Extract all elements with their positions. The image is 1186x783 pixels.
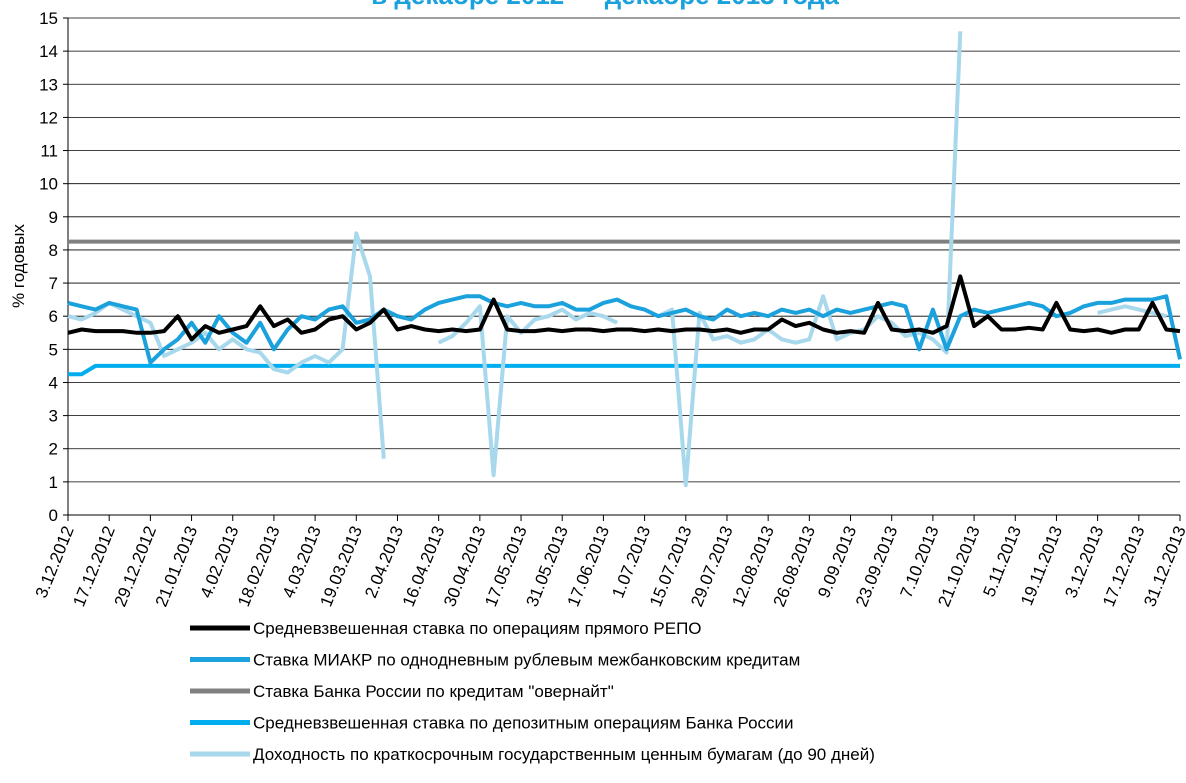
x-tick-label: 30.04.2013: [440, 523, 489, 609]
x-tick-label: 2.04.2013: [361, 523, 407, 600]
x-tick-label: 3.12.2012: [32, 523, 78, 600]
x-tick-label: 21.10.2013: [934, 523, 983, 609]
x-tick-label: 17.12.2012: [69, 523, 118, 609]
y-tick-label: 6: [49, 307, 58, 326]
x-tick-label: 19.11.2013: [1017, 523, 1066, 608]
y-tick-label: 14: [39, 42, 58, 61]
y-tick-label: 9: [49, 208, 58, 227]
x-tick-label: 31.12.2013: [1140, 523, 1186, 609]
legend-label: Средневзвешенная ставка по операциям пря…: [253, 619, 702, 638]
x-tick-label: 4.02.2013: [196, 523, 242, 600]
y-tick-label: 3: [49, 407, 58, 426]
x-tick-label: 29.12.2012: [111, 523, 160, 609]
legend-label: Ставка Банка России по кредитам "овернай…: [253, 682, 614, 701]
y-tick-label: 10: [39, 175, 58, 194]
legend-label: Ставка МИАКР по однодневным рублевым меж…: [253, 651, 800, 670]
x-tick-label: 18.02.2013: [234, 523, 283, 609]
y-tick-label: 12: [39, 108, 58, 127]
x-tick-label: 17.12.2013: [1099, 523, 1148, 609]
x-tick-label: 3.12.2013: [1061, 523, 1107, 600]
x-tick-label: 17.06.2013: [564, 523, 613, 609]
y-tick-label: 2: [49, 440, 58, 459]
y-tick-label: 15: [39, 9, 58, 28]
y-tick-label: 4: [49, 373, 58, 392]
y-tick-label: 0: [49, 506, 58, 525]
x-tick-label: 16.04.2013: [399, 523, 448, 609]
x-tick-label: 21.01.2013: [152, 523, 201, 609]
x-tick-label: 7.10.2013: [897, 523, 943, 600]
series-line: [67, 294, 1182, 365]
x-tick-label: 19.03.2013: [317, 523, 366, 609]
y-tick-label: 1: [49, 473, 58, 492]
chart-title: в декабре 2012 — декабре 2013 года: [371, 0, 839, 10]
x-tick-label: 4.03.2013: [279, 523, 325, 600]
series-line: [67, 274, 1181, 342]
legend-label: Средневзвешенная ставка по депозитным оп…: [253, 714, 794, 733]
x-tick-label: 23.09.2013: [852, 523, 901, 609]
y-tick-label: 8: [49, 241, 58, 260]
y-axis-label: % годовых: [9, 224, 28, 308]
legend-label: Доходность по краткосрочным государствен…: [253, 745, 875, 764]
x-tick-label: 1.07.2013: [608, 523, 654, 600]
x-tick-label: 26.08.2013: [770, 523, 819, 609]
y-tick-label: 11: [40, 142, 58, 161]
x-tick-label: 31.05.2013: [522, 523, 571, 609]
series-line: [68, 363, 1180, 377]
y-tick-label: 13: [39, 75, 58, 94]
x-tick-label: 5.11.2013: [979, 523, 1024, 599]
x-tick-label: 9.09.2013: [814, 523, 860, 600]
x-tick-label: 29.07.2013: [687, 523, 736, 609]
y-tick-label: 5: [49, 340, 58, 359]
x-tick-label: 15.07.2013: [646, 523, 695, 609]
y-tick-label: 7: [49, 274, 58, 293]
x-tick-label: 12.08.2013: [728, 523, 777, 609]
x-tick-label: 17.05.2013: [481, 523, 530, 609]
series-line: [67, 31, 1167, 488]
